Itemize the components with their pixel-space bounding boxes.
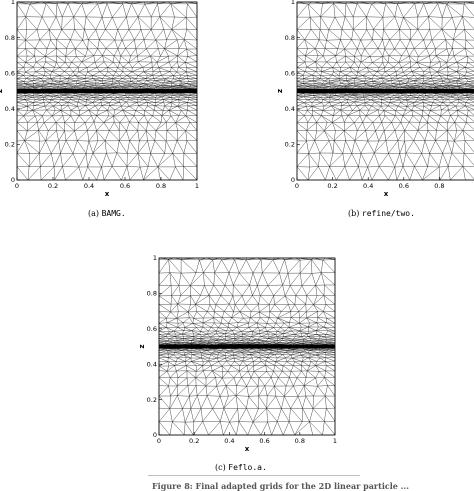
y-tick-label: 0.4 <box>147 360 157 368</box>
x-tick-label: 1 <box>333 437 337 445</box>
caption-refine-two: (b) refine/two. <box>348 209 415 218</box>
x-tick-label: 0.4 <box>363 182 373 190</box>
caption-method-name: refine/two. <box>361 209 415 218</box>
y-axis-label: z <box>0 89 4 93</box>
y-axis-label: z <box>138 344 146 348</box>
plot-frame <box>296 1 474 181</box>
x-tick-label: 0 <box>295 182 299 190</box>
y-tick-label: 1 <box>291 0 295 6</box>
caption-method-name: Feflo.a. <box>228 463 267 472</box>
y-tick-label: 0.8 <box>285 34 295 42</box>
mesh-plot-bamg: 0 0.2 0.4 0.6 0.8 1 0 0.2 0.4 0.6 0.8 1 x z <box>0 0 199 198</box>
x-axis-label: x <box>384 190 389 198</box>
y-tick-label: 0 <box>153 431 157 439</box>
x-tick-label: 0 <box>15 182 19 190</box>
y-tick-label: 0 <box>291 176 295 184</box>
x-tick-label: 0.4 <box>84 182 94 190</box>
y-tick-label: 0.8 <box>5 34 15 42</box>
mesh-lines <box>296 1 474 181</box>
x-axis-label: x <box>245 445 250 453</box>
panel-bamg: 0 0.2 0.4 0.6 0.8 1 0 0.2 0.4 0.6 0.8 1 x z <box>0 0 210 200</box>
x-tick-label: 0.8 <box>434 182 444 190</box>
figure-caption: Figure 8: Final adapted grids for the 2D… <box>152 481 409 491</box>
plot-frame <box>158 257 336 436</box>
caption-feflo: (c) Feflo.a. <box>215 463 267 472</box>
y-tick-label: 0.2 <box>147 396 157 404</box>
y-tick-label: 1 <box>153 254 157 262</box>
x-tick-label: 0.2 <box>327 182 337 190</box>
axis-ticks: 0 0.2 0.4 0.6 0.8 0 0.2 0.4 0.6 0.8 1 <box>285 0 445 190</box>
x-tick-label: 0.8 <box>295 437 305 445</box>
y-tick-label: 0.8 <box>147 290 157 298</box>
y-tick-label: 0.6 <box>147 325 157 333</box>
caption-prefix: (c) <box>215 463 226 472</box>
x-tick-label: 0.6 <box>399 182 409 190</box>
y-tick-label: 0.4 <box>285 105 295 113</box>
caption-bamg: (a) BAMG. <box>88 209 126 218</box>
x-tick-label: 0.6 <box>259 437 269 445</box>
y-tick-label: 0.2 <box>5 141 15 149</box>
y-axis-label: z <box>276 89 284 93</box>
x-tick-label: 0.2 <box>189 437 199 445</box>
y-tick-label: 0.4 <box>5 105 15 113</box>
y-tick-label: 1 <box>11 0 15 6</box>
y-tick-label: 0.6 <box>5 69 15 77</box>
refinement-band <box>17 88 197 94</box>
x-tick-label: 0.4 <box>224 437 234 445</box>
refinement-band <box>297 88 474 94</box>
axis-ticks: 0 0.2 0.4 0.6 0.8 1 0 0.2 0.4 0.6 0.8 1 <box>147 254 337 445</box>
mesh-lines <box>16 1 198 181</box>
panel-refine-two: 0 0.2 0.4 0.6 0.8 0 0.2 0.4 0.6 0.8 1 x z <box>275 0 474 200</box>
x-axis-label: x <box>105 190 110 198</box>
plot-frame <box>16 1 198 181</box>
caption-method-name: BAMG. <box>101 209 126 218</box>
caption-prefix: (b) <box>348 209 360 218</box>
x-tick-label: 0.2 <box>48 182 58 190</box>
x-tick-label: 0.6 <box>120 182 130 190</box>
x-tick-label: 1 <box>195 182 199 190</box>
y-tick-label: 0 <box>11 176 15 184</box>
x-tick-label: 0 <box>157 437 161 445</box>
panel-feflo: 0 0.2 0.4 0.6 0.8 1 0 0.2 0.4 0.6 0.8 1 x z <box>138 254 348 455</box>
refinement-band <box>159 344 335 349</box>
mesh-plot-refine-two: 0 0.2 0.4 0.6 0.8 0 0.2 0.4 0.6 0.8 1 x z <box>276 0 474 198</box>
x-tick-label: 0.8 <box>156 182 166 190</box>
figure-caption-text: Figure 8: Final adapted grids for the 2D… <box>152 481 410 491</box>
axis-ticks: 0 0.2 0.4 0.6 0.8 1 0 0.2 0.4 0.6 0.8 1 <box>5 0 199 190</box>
caption-prefix: (a) <box>88 209 100 218</box>
mesh-lines <box>158 257 336 436</box>
y-tick-label: 0.6 <box>285 69 295 77</box>
caption-divider <box>148 475 360 476</box>
y-tick-label: 0.2 <box>285 141 295 149</box>
mesh-plot-feflo: 0 0.2 0.4 0.6 0.8 1 0 0.2 0.4 0.6 0.8 1 x z <box>138 254 337 453</box>
